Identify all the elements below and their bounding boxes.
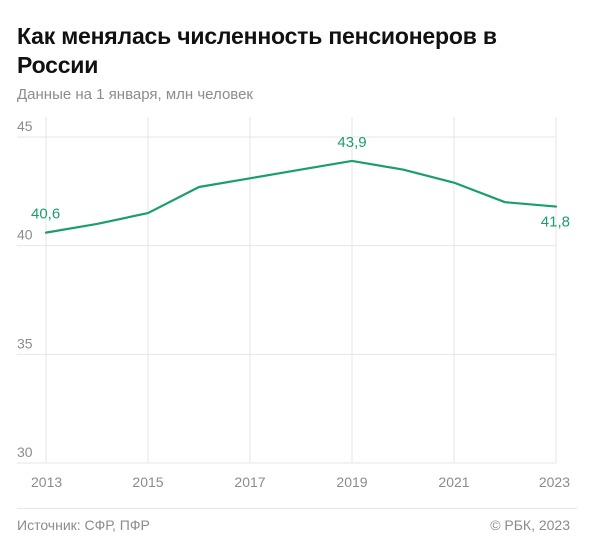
data-label: 41,8 (541, 214, 570, 231)
y-tick-label: 45 (17, 118, 33, 134)
x-tick-label: 2015 (132, 474, 163, 490)
line-chart: 30 35 40 45 2013 2015 2017 2019 2021 2023 40,6 43,9… (17, 117, 570, 490)
x-tick-label: 2013 (31, 474, 62, 490)
footer-divider (17, 508, 577, 509)
chart-subtitle: Данные на 1 января, млн человек (17, 86, 253, 103)
copyright-note: © РБК, 2023 (490, 517, 570, 533)
y-tick-label: 40 (17, 227, 33, 243)
y-tick-label: 35 (17, 335, 33, 351)
x-tick-label: 2019 (336, 474, 367, 490)
x-tick-label: 2021 (438, 474, 469, 490)
data-label: 40,6 (31, 206, 60, 223)
series-line (44, 159, 558, 234)
chart-title: Как менялась численность пенсионеров в Р… (17, 23, 497, 78)
source-note: Источник: СФР, ПФР (17, 517, 150, 533)
x-tick-label: 2023 (539, 474, 570, 490)
data-label: 43,9 (337, 134, 366, 151)
y-tick-label: 30 (17, 444, 33, 460)
x-tick-label: 2017 (234, 474, 265, 490)
